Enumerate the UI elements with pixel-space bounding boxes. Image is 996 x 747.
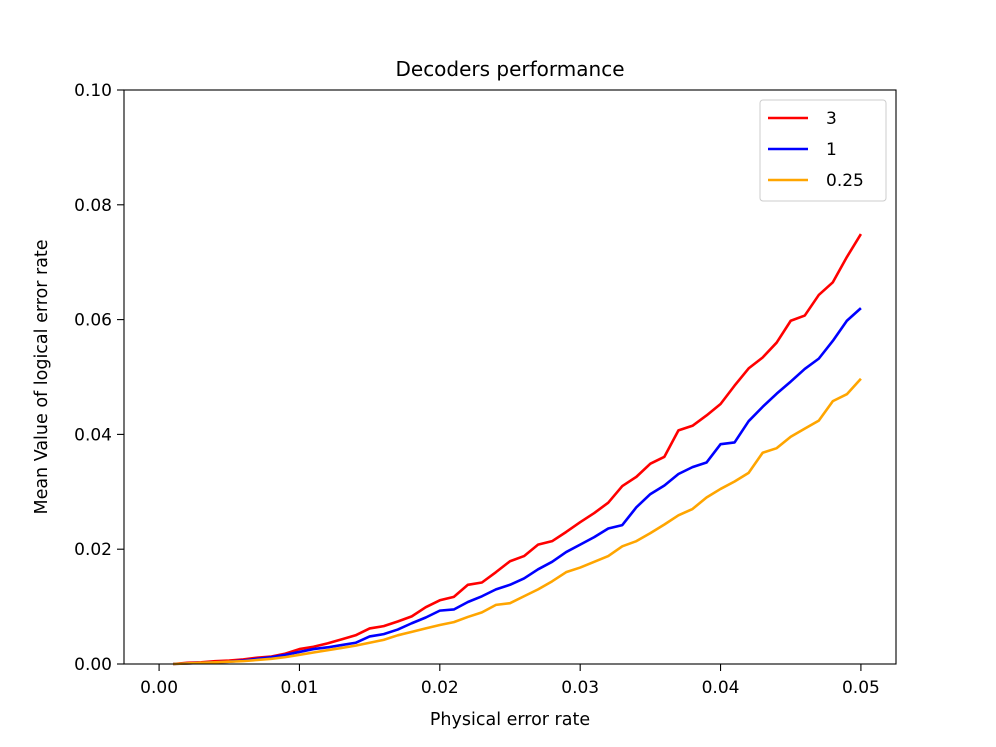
x-axis-label: Physical error rate bbox=[430, 710, 590, 730]
legend: 310.25 bbox=[759, 99, 887, 202]
series-line-2 bbox=[173, 377, 862, 666]
legend-box bbox=[759, 99, 887, 202]
series-layer bbox=[173, 233, 863, 666]
x-tick-label-3: 0.03 bbox=[561, 678, 599, 698]
y-tick-label-2: 0.04 bbox=[74, 425, 112, 445]
chart-title: Decoders performance bbox=[395, 57, 624, 81]
y-axis: 0.00 0.02 0.04 0.06 0.08 0.10 bbox=[74, 81, 124, 675]
x-tick-label-5: 0.05 bbox=[842, 678, 880, 698]
y-tick-label-3: 0.06 bbox=[74, 311, 112, 331]
x-tick-label-0: 0.00 bbox=[140, 678, 178, 698]
x-axis: 0.00 0.01 0.02 0.03 0.04 0.05 bbox=[140, 664, 880, 698]
plot-frame bbox=[123, 89, 897, 665]
legend-label-0: 3 bbox=[826, 109, 837, 129]
series-line-0 bbox=[173, 233, 863, 666]
x-tick-label-1: 0.01 bbox=[281, 678, 319, 698]
y-tick-label-0: 0.00 bbox=[74, 655, 112, 675]
y-tick-label-1: 0.02 bbox=[74, 540, 112, 560]
y-tick-label-5: 0.10 bbox=[74, 81, 112, 101]
legend-label-1: 1 bbox=[826, 140, 837, 160]
legend-label-2: 0.25 bbox=[826, 171, 864, 191]
x-tick-label-2: 0.02 bbox=[421, 678, 459, 698]
y-tick-label-4: 0.08 bbox=[74, 196, 112, 216]
x-tick-label-4: 0.04 bbox=[702, 678, 740, 698]
series-line-1 bbox=[173, 307, 862, 666]
y-axis-label: Mean Value of logical error rate bbox=[32, 239, 52, 514]
